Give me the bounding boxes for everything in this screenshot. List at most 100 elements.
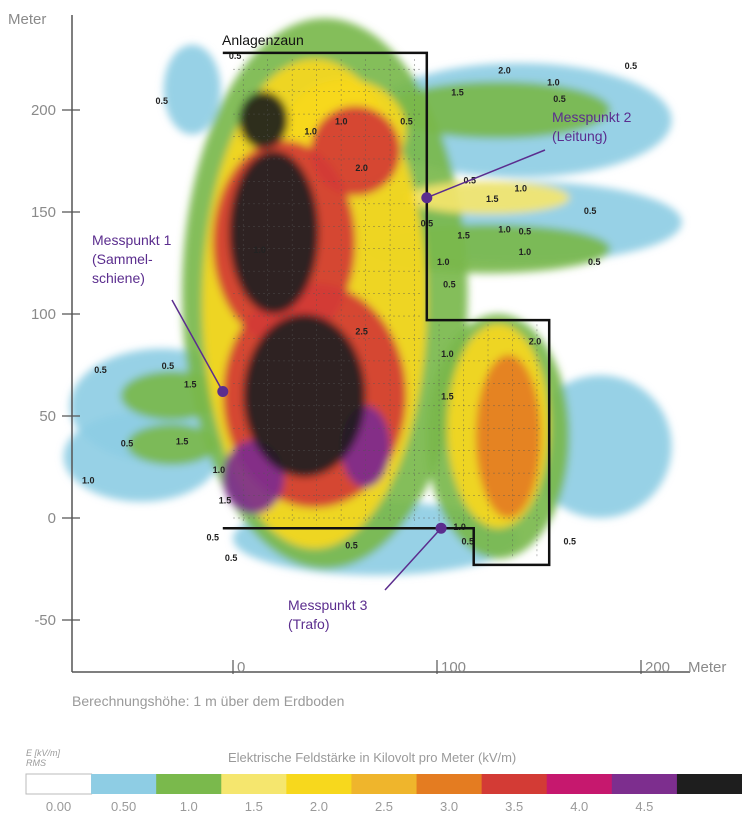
x-tick-label: 100	[441, 659, 466, 676]
calculation-height-caption: Berechnungshöhe: 1 m über dem Erdboden	[72, 693, 344, 709]
measurement-point-label: Messpunkt 2	[552, 109, 632, 125]
substation-structures	[233, 59, 544, 559]
legend-swatch	[546, 774, 613, 794]
legend-unit-line1: E [kV/m]	[26, 748, 61, 758]
legend-swatch	[416, 774, 483, 794]
contour-label: 1.5	[486, 194, 499, 204]
x-tick-label: 0	[237, 659, 245, 676]
contour-label: 0.5	[94, 365, 107, 375]
contour-label: 0.5	[625, 61, 638, 71]
contour-label: 2.0	[355, 163, 368, 173]
legend-tick-label: 3.5	[505, 799, 523, 814]
measurement-leader-line	[171, 299, 224, 392]
contour-label: 0.5	[553, 94, 566, 104]
legend-swatch	[156, 774, 222, 794]
contour-label: 0.5	[588, 257, 601, 267]
contour-label: 1.0	[515, 184, 528, 194]
contour-label: 1.0	[304, 126, 317, 136]
legend-swatch	[286, 774, 352, 794]
measurement-points: Messpunkt 1 (Sammel-schiene) Messpunkt 2 (L…	[92, 109, 632, 632]
legend-tick-label: 1.0	[180, 799, 198, 814]
legend-tick-label: 3.0	[440, 799, 458, 814]
measurement-point-marker	[217, 386, 229, 398]
legend-swatch	[611, 774, 678, 794]
legend-swatches	[25, 773, 742, 795]
contour-label: 1.5	[457, 231, 470, 241]
contour-label: 1.0	[82, 475, 95, 485]
contour-label: 0.5	[584, 206, 597, 216]
contour-label: 1.0	[547, 78, 560, 88]
legend-swatch	[676, 774, 742, 794]
contour-label: 1.5	[184, 379, 197, 389]
legend-tick-label: 2.0	[310, 799, 328, 814]
measurement-point-marker	[421, 192, 433, 204]
contour-label: 0.5	[400, 116, 413, 126]
legend-swatch	[221, 774, 287, 794]
contour-label: 1.0	[335, 116, 348, 126]
heat-blob-24	[239, 91, 289, 149]
y-tick-label: 100	[31, 306, 56, 323]
heat-blob-9	[386, 81, 611, 139]
heat-blob-23	[228, 150, 319, 314]
legend-tick-labels: 0.00 0.50 1.0 1.5 2.0 2.5 3.0 3.5 4.0 4.5	[46, 799, 654, 814]
contour-label: 0.5	[162, 361, 175, 371]
y-axis-ticks: 200 150 100 50 0 -50	[31, 102, 80, 629]
contour-label: 1.5	[451, 88, 464, 98]
contour-label: 1.5	[176, 437, 189, 447]
legend-swatch	[351, 774, 418, 794]
legend-swatch	[91, 774, 157, 794]
x-axis-ticks: 0 100 200	[232, 659, 670, 676]
contour-labels: 0.5 1.0 0.5 1.5 2.0 1.0 0.5 0.5 0.5 0.5 1.0 1.5 0.5 1…	[82, 51, 637, 563]
measurement-point-label: Messpunkt 3	[288, 597, 368, 613]
contour-label: 1.0	[498, 224, 511, 234]
contour-label: 1.5	[219, 496, 232, 506]
y-tick-label: -50	[34, 612, 56, 629]
measurement-point-label: schiene)	[92, 270, 145, 286]
contour-label: 0.5	[345, 541, 358, 551]
fence-label: Anlagenzaun	[222, 32, 304, 48]
heat-blob-20	[310, 105, 401, 196]
y-axis-label: Meter	[8, 11, 46, 28]
y-tick-label: 50	[39, 408, 56, 425]
contour-label: 2.0	[498, 65, 511, 75]
contour-label: 0.5	[121, 439, 134, 449]
measurement-point-label: (Leitung)	[552, 128, 607, 144]
measurement-point-label: (Sammel-	[92, 251, 153, 267]
legend-tick-label: 4.0	[570, 799, 588, 814]
contour-label: 0.5	[519, 226, 532, 236]
measurement-point-label: Messpunkt 1	[92, 232, 172, 248]
contour-label: 0.5	[206, 532, 219, 542]
color-legend: E [kV/m] RMS Elektrische Feldstärke in K…	[25, 748, 742, 814]
heat-blob-10	[120, 371, 223, 421]
fence-outline	[222, 51, 551, 567]
legend-tick-label: 4.5	[635, 799, 653, 814]
contour-label: 2.5	[355, 326, 368, 336]
heat-blob-25	[243, 314, 366, 478]
contour-label: 1.0	[437, 257, 450, 267]
legend-title: Elektrische Feldstärke in Kilovolt pro M…	[228, 750, 516, 765]
contour-label: 0.5	[563, 537, 576, 547]
heat-blob-17	[475, 354, 542, 518]
contour-label: 0.5	[155, 96, 168, 106]
legend-tick-label: 0.50	[111, 799, 136, 814]
legend-tick-label: 1.5	[245, 799, 263, 814]
x-tick-label: 200	[645, 659, 670, 676]
contour-label: 2.0	[529, 337, 542, 347]
y-tick-label: 200	[31, 102, 56, 119]
x-axis-unit: Meter	[688, 659, 726, 676]
contour-label: 0.5	[225, 553, 238, 563]
y-tick-label: 0	[48, 510, 56, 527]
contour-label: 0.5	[443, 279, 456, 289]
measurement-leader-line	[426, 149, 546, 199]
legend-tick-label: 0.00	[46, 799, 71, 814]
measurement-point-marker	[435, 522, 447, 534]
contour-label: 0.5	[461, 537, 474, 547]
heat-blob-0	[163, 44, 221, 135]
legend-swatch	[481, 774, 548, 794]
heat-blob-11	[126, 424, 217, 465]
contour-label: 1.0	[213, 465, 226, 475]
legend-unit-line2: RMS	[26, 758, 46, 768]
contour-label: 1.5	[441, 392, 454, 402]
measurement-point-label: (Trafo)	[288, 616, 329, 632]
